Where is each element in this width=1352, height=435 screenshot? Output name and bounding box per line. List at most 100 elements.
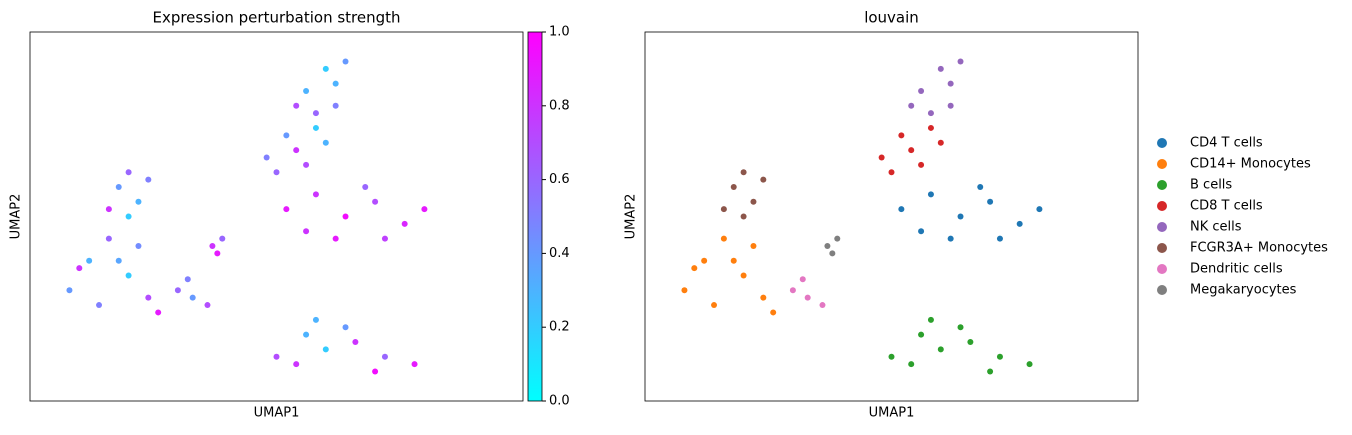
- point: [996, 353, 1003, 360]
- legend-label: Megakaryocytes: [1190, 283, 1297, 298]
- point: [125, 272, 132, 279]
- legend-label: Dendritic cells: [1190, 262, 1283, 277]
- point: [799, 276, 806, 283]
- point: [293, 102, 300, 109]
- point: [135, 198, 142, 205]
- colorbar-tick-label: 1.0: [549, 25, 570, 40]
- point: [987, 198, 994, 205]
- axes-frame: [644, 31, 1139, 402]
- colorbar-tick-label: 0.6: [549, 172, 570, 187]
- point: [691, 265, 698, 272]
- point: [303, 331, 310, 338]
- point: [987, 368, 994, 375]
- point: [977, 183, 984, 190]
- point: [312, 110, 319, 117]
- point: [155, 309, 162, 316]
- point: [957, 324, 964, 331]
- point: [209, 243, 216, 250]
- point: [293, 361, 300, 368]
- point: [352, 338, 359, 345]
- point: [115, 257, 122, 264]
- point: [293, 147, 300, 154]
- point: [996, 235, 1003, 242]
- point: [401, 220, 408, 227]
- colorbar-tick-label: 0.4: [549, 246, 570, 261]
- colorbar-tick-label: 0.8: [549, 98, 570, 113]
- point: [263, 154, 270, 161]
- colorbar-tick-label: 0.2: [549, 320, 570, 335]
- point: [204, 302, 211, 309]
- point: [66, 287, 73, 294]
- point: [918, 161, 925, 168]
- point: [125, 169, 132, 176]
- point: [878, 154, 885, 161]
- legend-marker: [1157, 264, 1167, 274]
- point: [819, 302, 826, 309]
- point: [947, 102, 954, 109]
- point: [184, 276, 191, 283]
- chart-title: louvain: [864, 9, 919, 27]
- point: [362, 183, 369, 190]
- point: [908, 102, 915, 109]
- point: [332, 102, 339, 109]
- point: [342, 324, 349, 331]
- point: [908, 147, 915, 154]
- point: [342, 213, 349, 220]
- y-axis-label: UMAP2: [624, 194, 639, 240]
- point: [701, 257, 708, 264]
- point: [372, 368, 379, 375]
- point: [273, 169, 280, 176]
- point: [174, 287, 181, 294]
- colorbar: [527, 31, 543, 402]
- point: [273, 353, 280, 360]
- point: [322, 139, 329, 146]
- point: [740, 272, 747, 279]
- point: [711, 302, 718, 309]
- point: [125, 213, 132, 220]
- legend-label: NK cells: [1190, 220, 1242, 235]
- point: [947, 235, 954, 242]
- point: [145, 176, 152, 183]
- point: [824, 243, 831, 250]
- point: [898, 206, 905, 213]
- legend-label: FCGR3A+ Monocytes: [1190, 241, 1328, 256]
- point: [105, 206, 112, 213]
- point: [760, 176, 767, 183]
- point: [898, 132, 905, 139]
- point: [918, 228, 925, 235]
- legend-marker: [1157, 243, 1167, 253]
- legend-marker: [1157, 201, 1167, 211]
- legend-label: B cells: [1190, 178, 1232, 193]
- point: [927, 316, 934, 323]
- point: [312, 316, 319, 323]
- point: [760, 294, 767, 301]
- point: [937, 346, 944, 353]
- point: [730, 257, 737, 264]
- point: [332, 235, 339, 242]
- point: [720, 206, 727, 213]
- legend-marker: [1157, 180, 1167, 190]
- point: [372, 198, 379, 205]
- point: [303, 228, 310, 235]
- point: [789, 287, 796, 294]
- point: [681, 287, 688, 294]
- point: [918, 331, 925, 338]
- legend-label: CD14+ Monocytes: [1190, 157, 1311, 172]
- colorbar-tick-label: 0.0: [549, 394, 570, 409]
- point: [76, 265, 83, 272]
- point: [135, 243, 142, 250]
- point: [740, 169, 747, 176]
- legend-label: CD8 T cells: [1190, 199, 1263, 214]
- point: [937, 65, 944, 72]
- point: [303, 88, 310, 95]
- point: [770, 309, 777, 316]
- point: [947, 80, 954, 87]
- point: [1026, 361, 1033, 368]
- point: [283, 132, 290, 139]
- point: [918, 88, 925, 95]
- point: [411, 361, 418, 368]
- point: [115, 183, 122, 190]
- point: [219, 235, 226, 242]
- legend-label: CD4 T cells: [1190, 136, 1263, 151]
